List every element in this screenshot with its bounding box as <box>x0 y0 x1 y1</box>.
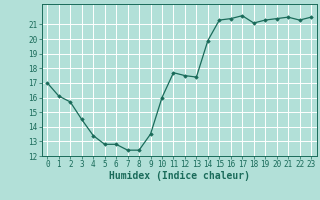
X-axis label: Humidex (Indice chaleur): Humidex (Indice chaleur) <box>109 171 250 181</box>
